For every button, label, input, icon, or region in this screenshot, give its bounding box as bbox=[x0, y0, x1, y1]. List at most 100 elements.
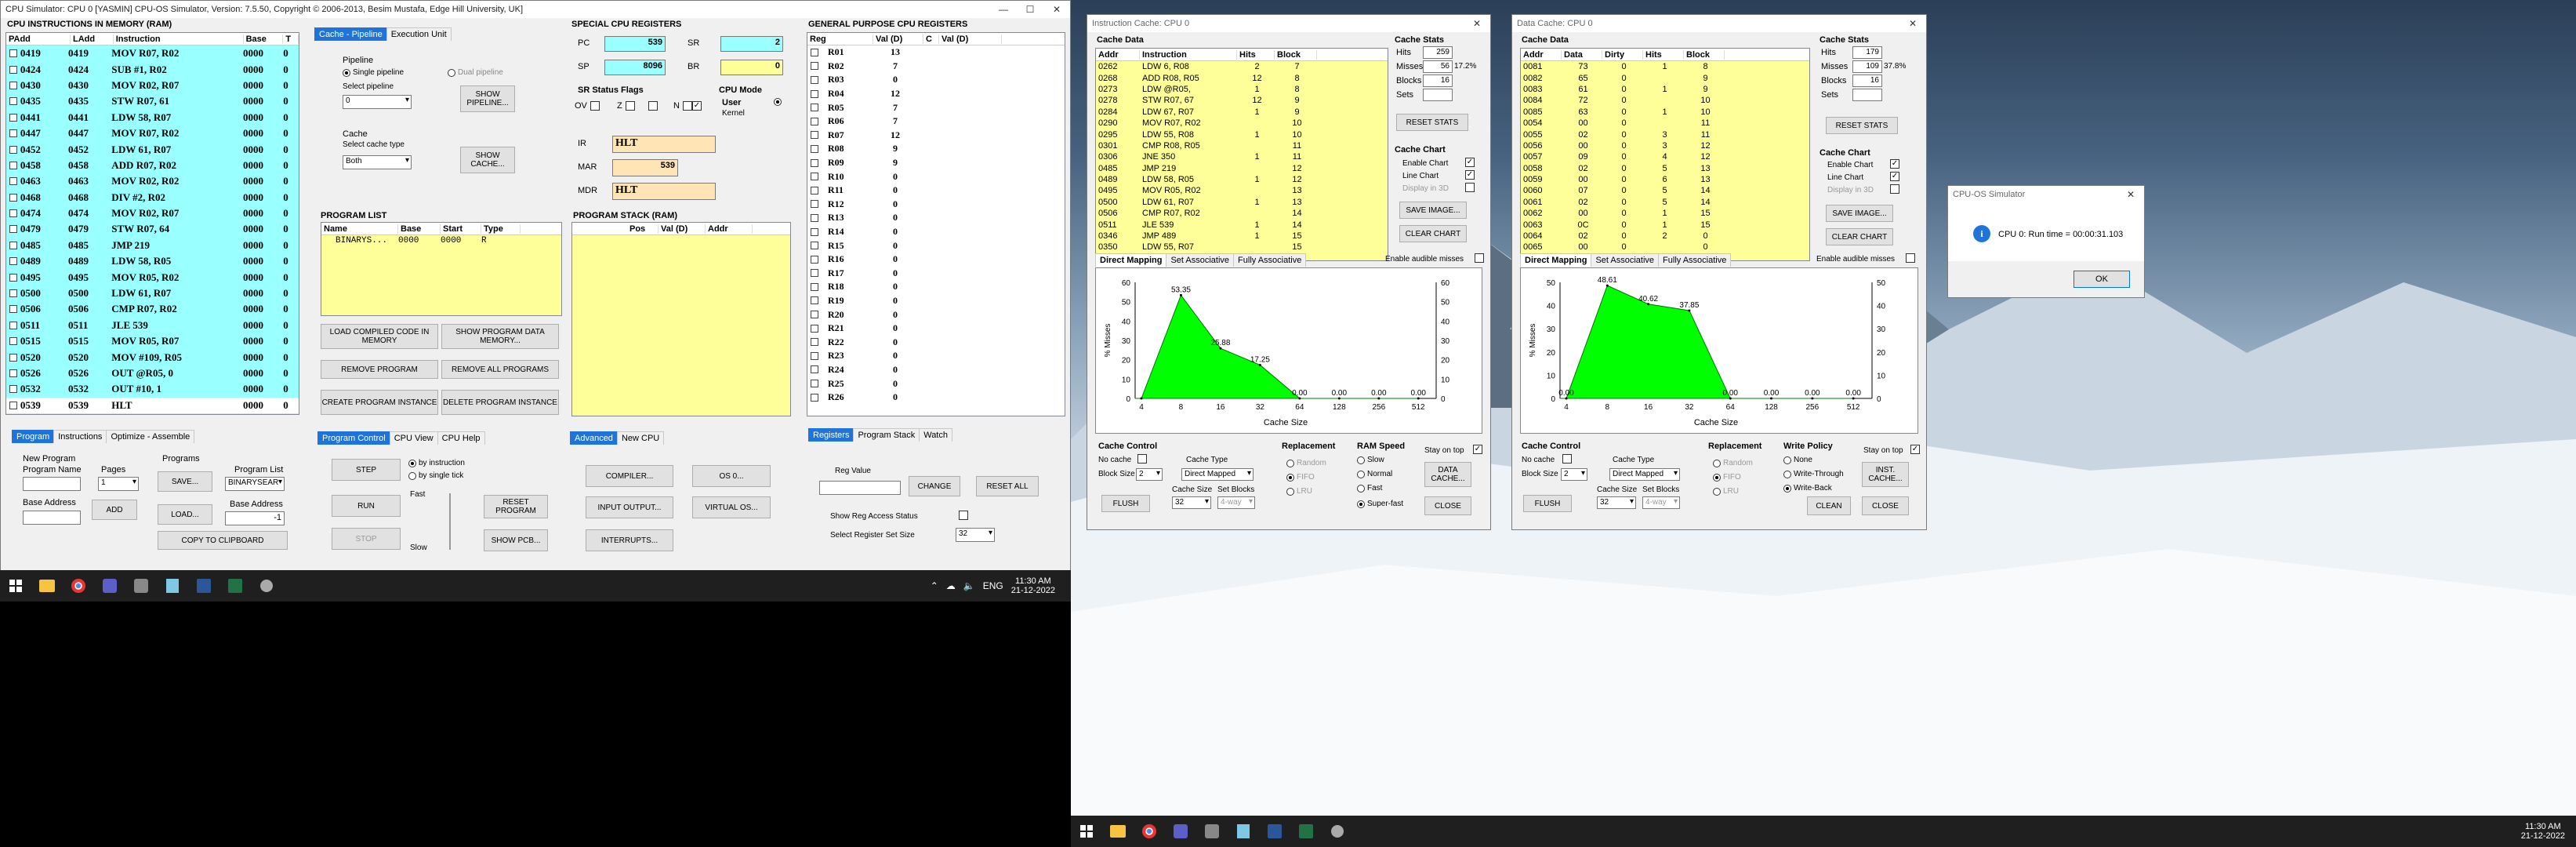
register-row[interactable]: R26 0 bbox=[807, 391, 1065, 405]
pc-value[interactable]: 539 bbox=[604, 36, 666, 52]
icache-table[interactable]: Addr Instruction Hits Block 0262 LDW 6, R08 2… bbox=[1095, 48, 1388, 261]
mdr-value[interactable]: HLT bbox=[612, 183, 716, 200]
pipeline-select[interactable]: 0 bbox=[343, 95, 412, 109]
row-checkbox[interactable] bbox=[9, 161, 17, 169]
copy-to-clipboard-button[interactable]: COPY TO CLIPBOARD bbox=[158, 531, 288, 550]
add-button[interactable]: ADD bbox=[92, 500, 137, 520]
tab-instructions[interactable]: Instructions bbox=[53, 430, 107, 443]
icache-row[interactable]: 0278 STW R07, 67 12 9 bbox=[1096, 95, 1388, 106]
instruction-row[interactable]: 0441 0441 LDW 58, R07 0000 0 bbox=[6, 110, 299, 125]
dcache-none-radio[interactable]: None bbox=[1783, 456, 1812, 464]
ok-button[interactable]: OK bbox=[2073, 271, 2130, 288]
icache-no-cache-checkbox[interactable] bbox=[1137, 454, 1150, 463]
run-button[interactable]: RUN bbox=[332, 495, 401, 517]
program-list-table[interactable]: Name Base Start Type BINARYS... 0000 0000 R bbox=[321, 222, 562, 316]
row-checkbox[interactable] bbox=[9, 241, 17, 249]
row-checkbox[interactable] bbox=[811, 104, 818, 112]
close-icon[interactable]: ✕ bbox=[2126, 189, 2135, 200]
remove-program-button[interactable]: REMOVE PROGRAM bbox=[321, 360, 438, 379]
row-checkbox[interactable] bbox=[9, 257, 17, 266]
dcache-clean-button[interactable]: CLEAN bbox=[1807, 496, 1851, 515]
tab-program-stack[interactable]: Program Stack bbox=[853, 428, 920, 442]
tab-watch[interactable]: Watch bbox=[919, 428, 952, 442]
data-cache-button[interactable]: DATA CACHE... bbox=[1424, 462, 1471, 487]
row-checkbox[interactable] bbox=[9, 337, 17, 346]
chrome-icon[interactable] bbox=[1134, 816, 1165, 847]
register-row[interactable]: R13 0 bbox=[807, 211, 1065, 225]
dcache-row[interactable]: 0085 63 0 1 10 bbox=[1521, 107, 1809, 118]
row-checkbox[interactable] bbox=[9, 81, 17, 89]
ir-value[interactable]: HLT bbox=[612, 136, 716, 153]
instructions-table[interactable]: PAdd LAdd Instruction Base T 0419 0419 MOV R07… bbox=[5, 32, 299, 415]
close-icon[interactable]: ✕ bbox=[1472, 18, 1482, 29]
program-name-input[interactable] bbox=[23, 477, 81, 491]
dcache-write-back-radio[interactable]: Write-Back bbox=[1783, 484, 1832, 493]
row-checkbox[interactable] bbox=[811, 48, 818, 56]
icache-row[interactable]: 0506 CMP R07, R02 14 bbox=[1096, 208, 1388, 219]
dcache-write-through-radio[interactable]: Write-Through bbox=[1783, 470, 1844, 478]
dcache-row[interactable]: 0081 73 0 1 8 bbox=[1521, 61, 1809, 72]
program-list-select[interactable]: BINARYSEAR bbox=[225, 477, 285, 491]
single-pipeline-radio[interactable]: Single pipeline bbox=[343, 68, 404, 77]
row-checkbox[interactable] bbox=[811, 186, 818, 194]
create-program-instance-button[interactable]: CREATE PROGRAM INSTANCE bbox=[321, 390, 438, 415]
register-row[interactable]: R25 0 bbox=[807, 376, 1065, 391]
tab-optimize[interactable]: Optimize - Assemble bbox=[106, 430, 195, 443]
dcache-flush-button[interactable]: FLUSH bbox=[1523, 495, 1572, 512]
z-flag[interactable]: Z bbox=[617, 101, 638, 111]
dcache-row[interactable]: 0063 0C 0 1 15 bbox=[1521, 219, 1809, 230]
clock[interactable]: 11:30 AM 21-12-2022 bbox=[1011, 576, 1055, 595]
register-row[interactable]: R08 9 bbox=[807, 142, 1065, 156]
register-row[interactable]: R14 0 bbox=[807, 225, 1065, 239]
row-checkbox[interactable] bbox=[811, 365, 818, 374]
icache-row[interactable]: 0495 MOV R05, R02 13 bbox=[1096, 185, 1388, 196]
file-explorer-icon[interactable] bbox=[31, 570, 63, 602]
instruction-row[interactable]: 0511 0511 JLE 539 0000 0 bbox=[6, 318, 299, 333]
row-checkbox[interactable] bbox=[9, 49, 17, 58]
row-checkbox[interactable] bbox=[9, 321, 17, 329]
register-row[interactable]: R24 0 bbox=[807, 363, 1065, 377]
dcache-row[interactable]: 0060 07 0 5 14 bbox=[1521, 185, 1809, 196]
app-icon[interactable] bbox=[125, 570, 157, 602]
mode-flag[interactable]: ✓ bbox=[692, 101, 702, 111]
file-explorer-icon[interactable] bbox=[1102, 816, 1134, 847]
tab-cache-pipeline[interactable]: Cache - Pipeline bbox=[314, 27, 387, 41]
instruction-row[interactable]: 0468 0468 DIV #2, R02 0000 0 bbox=[6, 190, 299, 205]
language-indicator[interactable]: ENG bbox=[982, 580, 1003, 591]
row-checkbox[interactable] bbox=[811, 144, 818, 153]
program-list-row[interactable]: BINARYS... 0000 0000 R bbox=[321, 235, 561, 246]
dcache-stay-on-top-checkbox[interactable]: ✓ bbox=[1910, 445, 1920, 454]
row-checkbox[interactable] bbox=[811, 200, 818, 209]
tab-execution-unit[interactable]: Execution Unit bbox=[386, 27, 452, 41]
row-checkbox[interactable] bbox=[9, 65, 17, 74]
interrupts-button[interactable]: INTERRUPTS... bbox=[586, 529, 673, 551]
icache-cache-type-select[interactable]: Direct Mapped bbox=[1181, 468, 1254, 481]
dcache-set-blocks-select[interactable]: 4-way bbox=[1642, 496, 1680, 509]
register-row[interactable]: R11 0 bbox=[807, 184, 1065, 198]
virtual-os-button[interactable]: VIRTUAL OS... bbox=[692, 496, 771, 518]
row-checkbox[interactable] bbox=[9, 273, 17, 282]
icache-row[interactable]: 0268 ADD R08, R05 12 8 bbox=[1096, 72, 1388, 83]
instruction-row[interactable]: 0532 0532 OUT #10, 1 0000 0 bbox=[6, 381, 299, 397]
instruction-row[interactable]: 0447 0447 MOV R07, R02 0000 0 bbox=[6, 125, 299, 141]
icache-row[interactable]: 0511 JLE 539 1 14 bbox=[1096, 219, 1388, 230]
row-checkbox[interactable] bbox=[9, 145, 17, 154]
dcache-row[interactable]: 0082 65 0 9 bbox=[1521, 72, 1809, 83]
icache-row[interactable]: 0295 LDW 55, R08 1 10 bbox=[1096, 129, 1388, 140]
mar-value[interactable]: 539 bbox=[612, 159, 678, 176]
dcache-save-image-button[interactable]: SAVE IMAGE... bbox=[1826, 205, 1893, 222]
register-row[interactable]: R10 0 bbox=[807, 169, 1065, 184]
register-row[interactable]: R12 0 bbox=[807, 198, 1065, 212]
tab-cpu-help[interactable]: CPU Help bbox=[437, 431, 485, 445]
icache-set-blocks-select[interactable]: 4-way bbox=[1217, 496, 1255, 509]
row-checkbox[interactable] bbox=[811, 158, 818, 167]
dcache-row[interactable]: 0057 09 0 4 12 bbox=[1521, 151, 1809, 162]
register-row[interactable]: R02 7 bbox=[807, 60, 1065, 74]
load-compiled-code-button[interactable]: LOAD COMPILED CODE IN MEMORY bbox=[321, 324, 438, 349]
save-button[interactable]: SAVE... bbox=[158, 471, 212, 492]
row-checkbox[interactable] bbox=[811, 131, 818, 140]
dcache-block-size-select[interactable]: 2 bbox=[1561, 468, 1587, 481]
icache-stay-on-top-checkbox[interactable]: ✓ bbox=[1473, 445, 1482, 454]
icache-row[interactable]: 0346 JMP 489 1 15 bbox=[1096, 231, 1388, 242]
row-checkbox[interactable] bbox=[9, 369, 17, 377]
